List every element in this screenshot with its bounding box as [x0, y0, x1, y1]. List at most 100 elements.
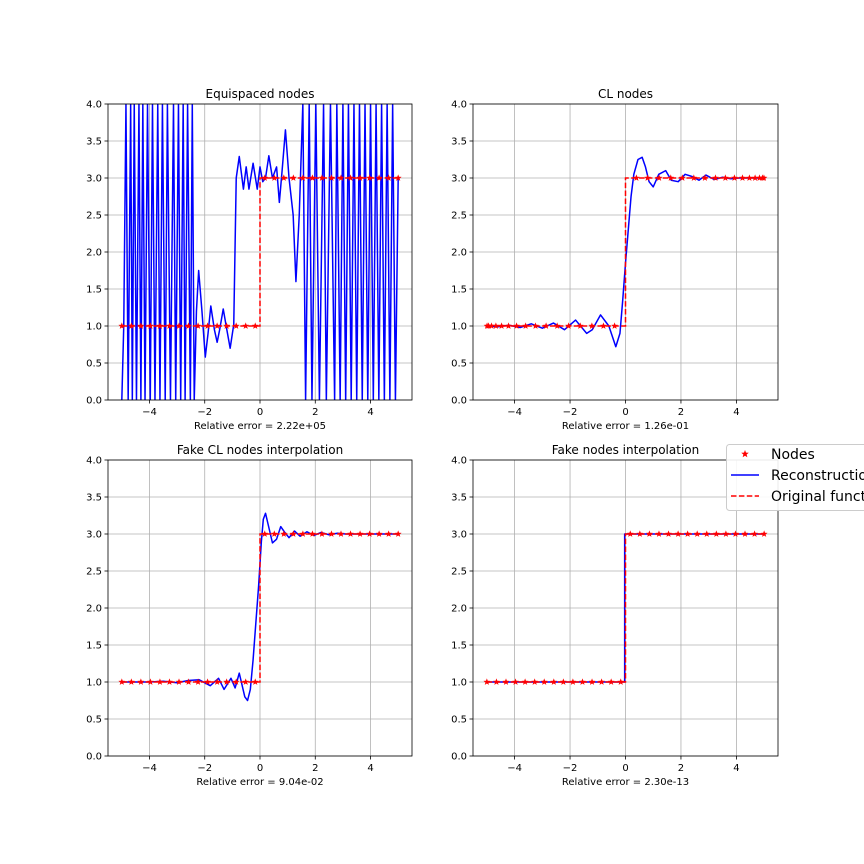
node-marker: [166, 322, 173, 329]
x-tick-label: 2: [312, 763, 318, 774]
node-marker: [213, 678, 221, 685]
legend-label: Nodes: [771, 447, 815, 463]
node-marker: [644, 174, 651, 181]
node-marker: [498, 322, 506, 329]
node-marker: [204, 322, 211, 329]
node-marker: [251, 322, 259, 329]
node-marker: [213, 322, 221, 329]
node-marker: [375, 174, 383, 181]
x-tick-label: 0: [622, 763, 628, 774]
node-marker: [366, 174, 374, 181]
y-tick-label: 0.5: [86, 715, 102, 726]
node-marker: [204, 678, 211, 685]
node-marker: [347, 530, 354, 537]
node-marker: [745, 174, 753, 181]
node-marker: [565, 322, 573, 329]
y-tick-label: 4.0: [86, 456, 102, 467]
y-tick-label: 4.0: [86, 100, 102, 111]
subplot-1: −4 −2 0 2 4 0.0 0.5 1.0 1.5 2.0 2.5 3.0 3.5 4.0 Equisp…: [86, 87, 413, 432]
node-marker: [756, 174, 763, 181]
plot-area: [118, 512, 402, 702]
subplot-title: CL nodes: [598, 87, 653, 101]
node-marker: [569, 678, 577, 685]
x-tick-label: 0: [257, 407, 263, 418]
y-tick-label: 1.5: [451, 285, 467, 296]
node-marker: [483, 678, 491, 685]
y-tick-label: 1.0: [86, 322, 102, 333]
node-marker: [712, 174, 719, 181]
x-axis-label: Relative error = 2.22e+05: [194, 421, 326, 432]
reconstruction-line: [121, 104, 399, 400]
node-marker: [309, 530, 316, 537]
node-marker: [280, 530, 288, 537]
subplot-2: −4 −2 0 2 4 0.0 0.5 1.0 1.5 2.0 2.5 3.0 3.5 4.0 CL nod…: [451, 87, 779, 432]
node-marker: [261, 174, 269, 181]
node-marker: [194, 322, 202, 329]
node-marker: [394, 530, 402, 537]
node-marker: [270, 530, 278, 537]
y-tick-label: 0.0: [451, 752, 467, 763]
node-marker: [299, 174, 307, 181]
node-marker: [175, 678, 183, 685]
y-tick-label: 3.0: [451, 530, 467, 541]
y-tick-label: 0.0: [86, 752, 102, 763]
x-tick-label: 2: [678, 407, 684, 418]
node-marker: [347, 174, 354, 181]
y-tick-label: 0.5: [86, 359, 102, 370]
y-tick-label: 1.5: [86, 285, 102, 296]
y-tick-label: 2.0: [451, 604, 467, 615]
node-marker: [318, 174, 326, 181]
node-marker: [492, 322, 500, 329]
node-marker: [576, 322, 584, 329]
node-marker: [299, 530, 307, 537]
x-axis-label: Relative error = 9.04e-02: [196, 777, 323, 788]
y-tick-label: 1.0: [451, 678, 467, 689]
node-marker: [703, 530, 711, 537]
legend-entry: Nodes: [741, 447, 815, 463]
node-marker: [318, 530, 326, 537]
x-tick-label: −2: [563, 763, 578, 774]
node-marker: [739, 174, 746, 181]
node-marker: [328, 174, 335, 181]
legend: Nodes Reconstructio Original funct: [726, 444, 864, 511]
node-marker: [636, 530, 644, 537]
subplot-title: Equispaced nodes: [206, 87, 315, 101]
node-marker: [175, 322, 183, 329]
node-marker: [588, 678, 596, 685]
x-tick-label: 2: [678, 763, 684, 774]
node-marker: [261, 530, 269, 537]
x-tick-label: 4: [367, 407, 373, 418]
node-marker: [366, 530, 374, 537]
node-marker: [712, 530, 720, 537]
node-marker: [223, 678, 231, 685]
y-tick-label: 2.5: [451, 211, 467, 222]
node-marker: [242, 322, 250, 329]
subplot-3: −4 −2 0 2 4 0.0 0.5 1.0 1.5 2.0 2.5 3.0 3.5 4.0 Fake C…: [86, 443, 413, 788]
node-marker: [394, 174, 402, 181]
node-marker: [242, 678, 250, 685]
node-marker: [232, 322, 240, 329]
node-marker: [722, 530, 730, 537]
plot-area: [118, 104, 402, 400]
x-tick-label: −4: [507, 407, 522, 418]
node-marker: [665, 530, 672, 537]
node-marker: [156, 678, 164, 685]
node-marker: [513, 322, 521, 329]
node-marker: [732, 530, 739, 537]
x-tick-label: −4: [142, 407, 157, 418]
node-marker: [617, 678, 625, 685]
y-tick-label: 3.5: [451, 137, 467, 148]
node-marker: [156, 322, 164, 329]
node-marker: [559, 678, 567, 685]
node-marker: [598, 678, 606, 685]
node-marker: [232, 678, 240, 685]
node-marker: [194, 678, 202, 685]
node-marker: [542, 322, 550, 329]
node-marker: [251, 678, 259, 685]
node-marker: [289, 530, 297, 537]
node-marker: [127, 322, 135, 329]
y-tick-label: 4.0: [451, 456, 467, 467]
node-marker: [328, 530, 335, 537]
node-marker: [550, 678, 558, 685]
node-marker: [751, 174, 759, 181]
